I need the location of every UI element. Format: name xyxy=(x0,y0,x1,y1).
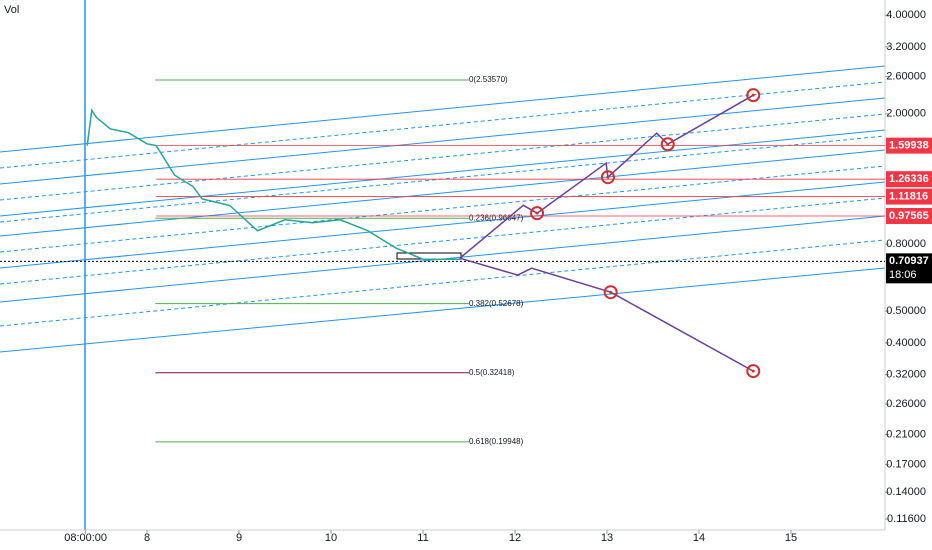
price-tag-label: 1.11816 xyxy=(889,190,928,202)
volume-label: Vol xyxy=(4,4,19,16)
target xyxy=(660,137,675,152)
fib-label: 0.5(0.32418) xyxy=(469,368,515,377)
target-dot xyxy=(609,290,613,294)
y-tick-label: 2.00000 xyxy=(886,108,926,120)
x-tick-label: 14 xyxy=(693,532,705,544)
channel-line xyxy=(0,129,886,217)
x-tick-label: 9 xyxy=(236,532,242,544)
last-price-label: 0.70937 xyxy=(889,255,929,267)
countdown: 18:06 xyxy=(889,269,917,281)
target-dot xyxy=(751,93,755,97)
channel-line xyxy=(0,197,886,285)
y-tick-label: 0.14000 xyxy=(886,486,926,498)
channel-line xyxy=(0,239,886,327)
last-price-tag xyxy=(886,253,932,284)
fib-label: 0(2.53570) xyxy=(469,75,508,84)
channel-line xyxy=(0,65,886,153)
channel-line xyxy=(0,165,886,253)
y-tick-label: 0.32000 xyxy=(886,369,926,381)
fib-label: 0.618(0.19948) xyxy=(469,437,524,446)
price-tag xyxy=(886,188,932,205)
x-tick-label: 13 xyxy=(601,532,613,544)
y-tick-label: 0.80000 xyxy=(886,238,926,250)
price-tag xyxy=(886,137,932,154)
fib-label: 0.236(0.96047) xyxy=(469,213,524,222)
y-tick-label: 0.50000 xyxy=(886,305,926,317)
x-tick-label: 10 xyxy=(325,532,337,544)
x-tick-label: 11 xyxy=(417,532,428,544)
y-tick-label: 3.20000 xyxy=(886,41,926,53)
channel xyxy=(0,65,886,353)
price-tag-label: 1.26336 xyxy=(889,173,929,185)
target xyxy=(746,364,761,379)
x-tick-label: 08:00:00 xyxy=(64,532,107,544)
fib-label: 0.382(0.52678) xyxy=(469,299,524,308)
x-tick-label: 12 xyxy=(509,532,521,544)
target xyxy=(600,170,615,185)
target-dot xyxy=(535,211,539,215)
price-tag-label: 0.97565 xyxy=(889,210,929,222)
projection xyxy=(459,257,754,372)
x-tick-label: 8 xyxy=(144,532,150,544)
target-dot xyxy=(606,175,610,179)
target xyxy=(530,206,545,221)
price-tag xyxy=(886,171,932,188)
channel-line xyxy=(0,149,886,237)
price-tag-label: 1.59938 xyxy=(889,140,929,152)
y-tick-label: 0.21000 xyxy=(886,428,926,440)
y-tick-label: 4.00000 xyxy=(886,9,926,21)
y-tick-label: 0.17000 xyxy=(886,459,926,471)
y-tick-label: 0.26000 xyxy=(886,398,926,410)
target xyxy=(746,88,761,103)
channel-line xyxy=(0,81,886,169)
price-tag xyxy=(886,207,932,224)
y-tick-label: 0.11600 xyxy=(887,513,926,525)
channel-line xyxy=(0,97,886,185)
target-dot xyxy=(751,369,755,373)
target xyxy=(603,285,618,300)
projection xyxy=(459,94,754,259)
y-tick-label: 2.60000 xyxy=(886,70,926,82)
y-tick-label: 0.40000 xyxy=(886,337,926,349)
target-dot xyxy=(666,142,670,146)
channel-line xyxy=(0,113,886,201)
price-line xyxy=(86,108,460,260)
x-tick-label: 15 xyxy=(785,532,797,544)
channel-line xyxy=(0,267,886,353)
